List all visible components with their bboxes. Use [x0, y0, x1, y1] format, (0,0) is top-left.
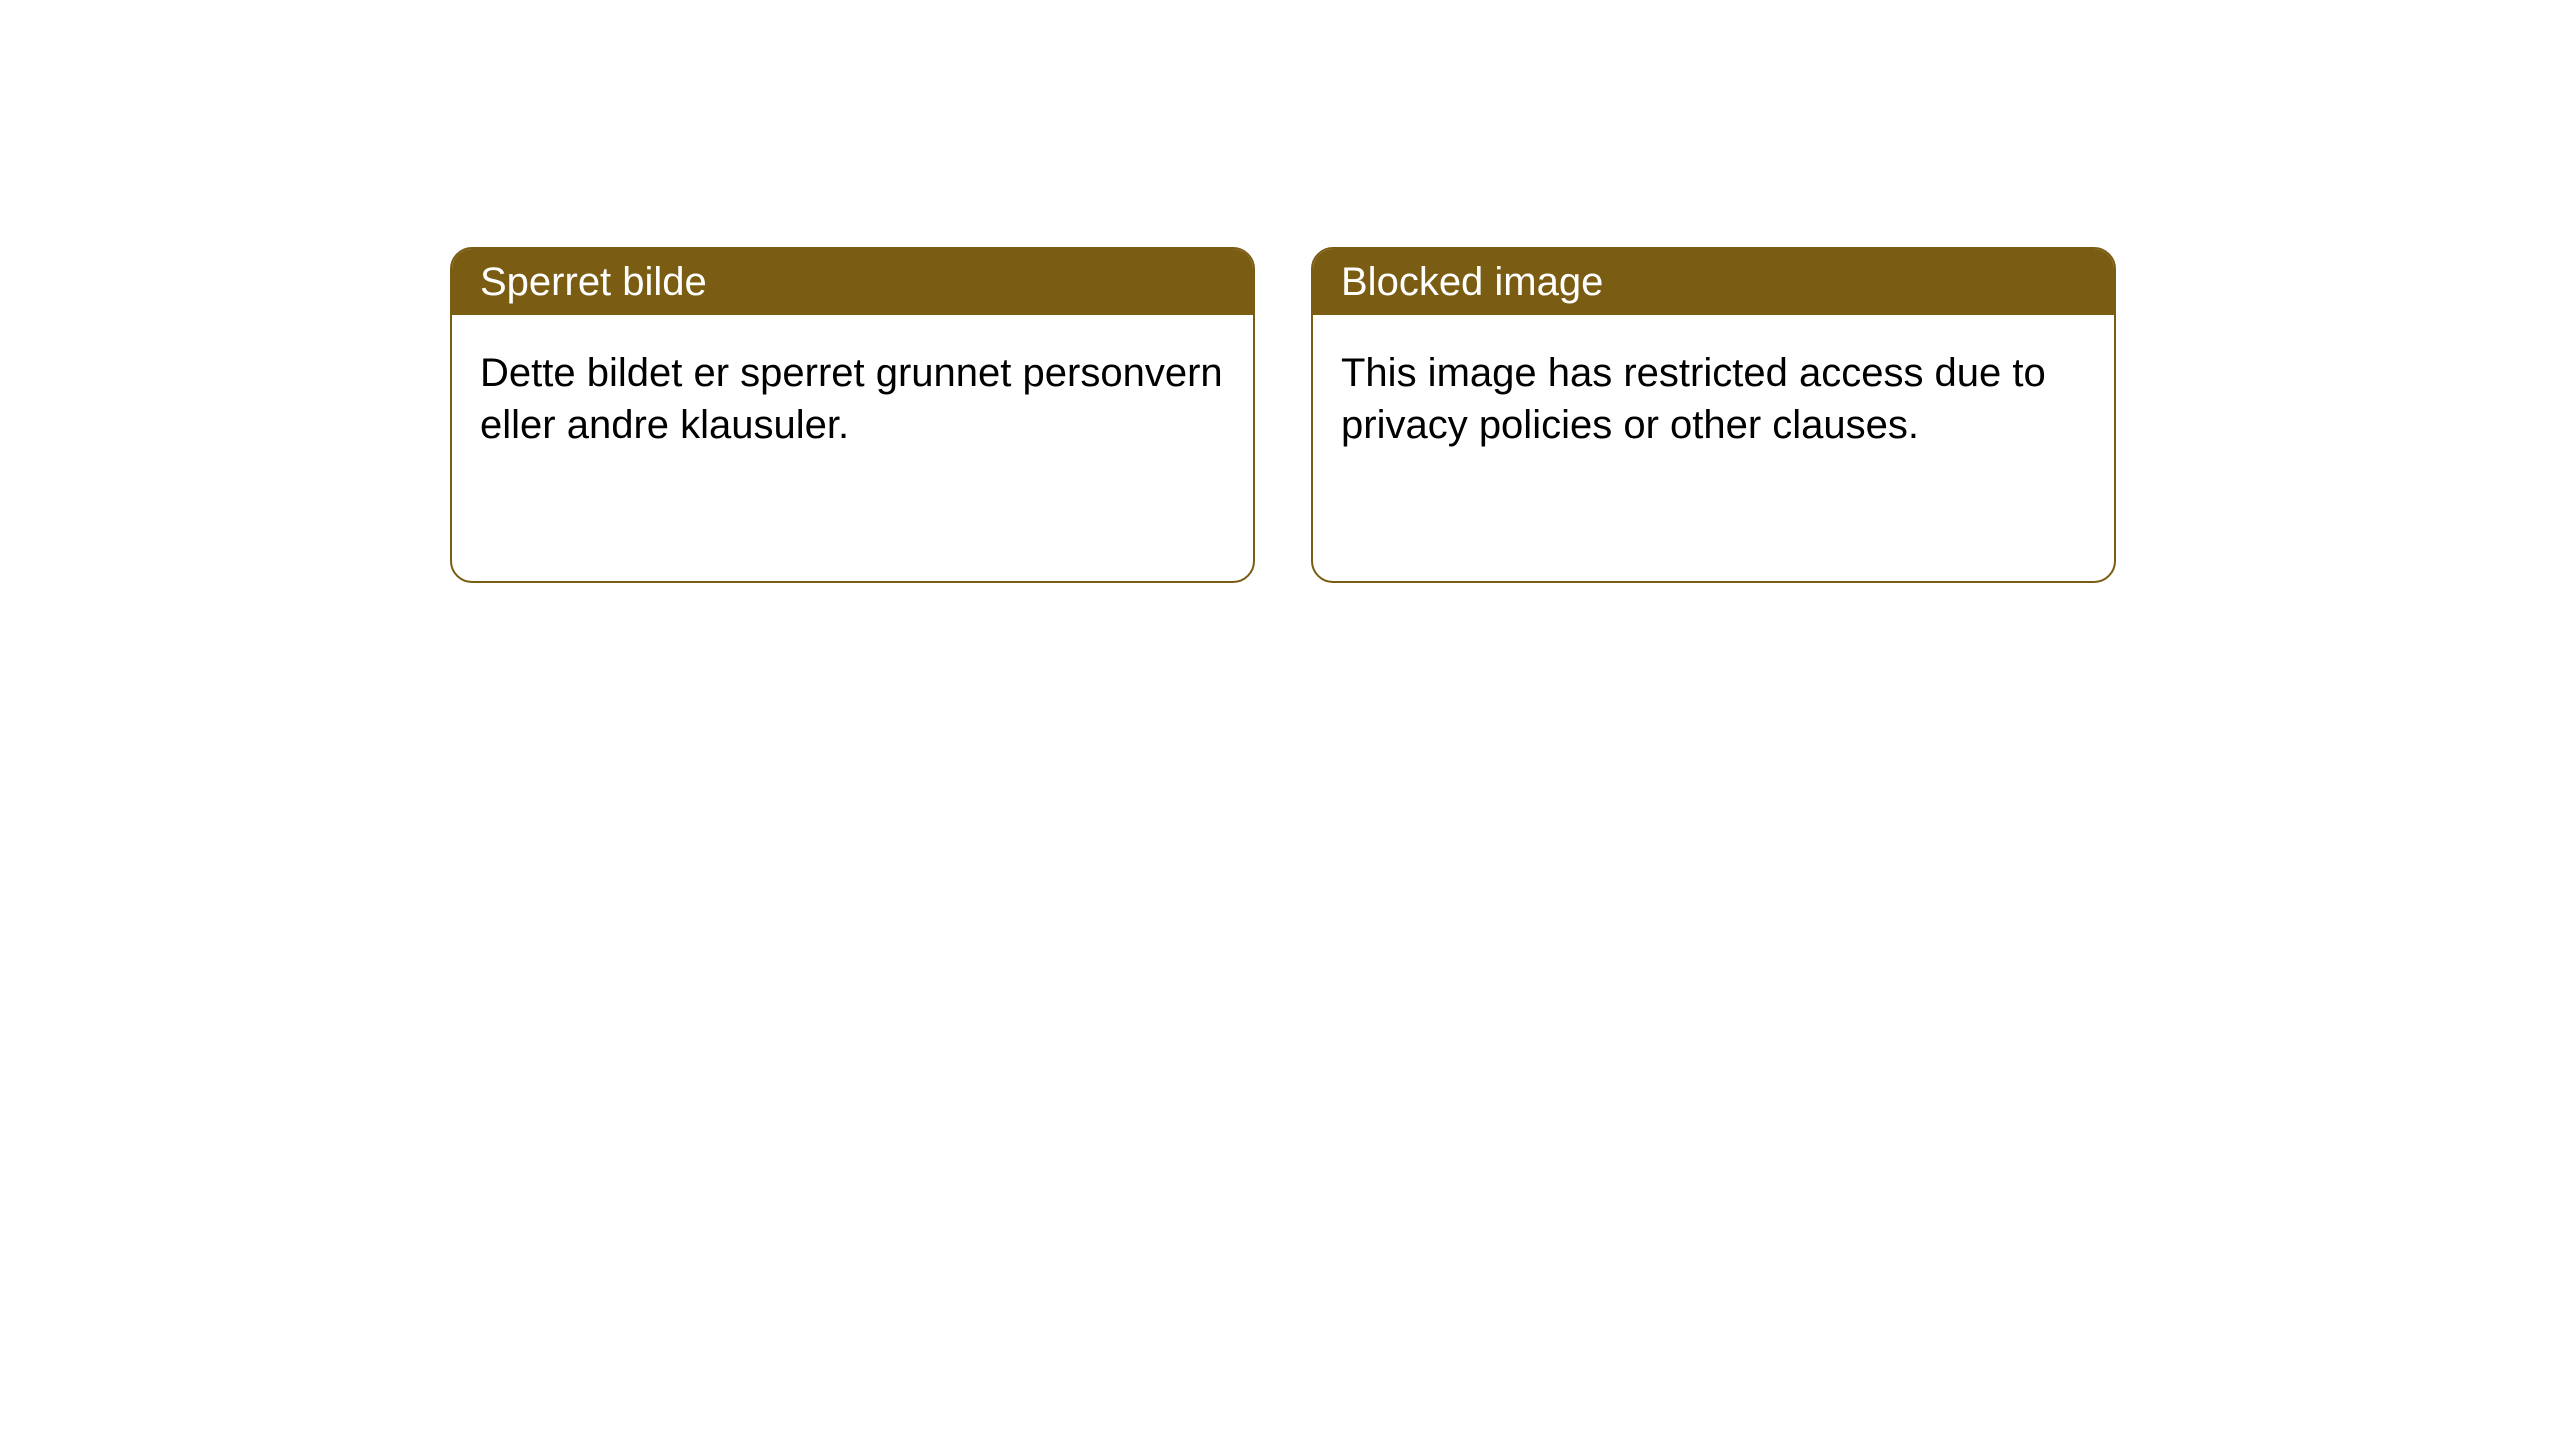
notice-card-english: Blocked image This image has restricted … [1311, 247, 2116, 583]
notice-body: Dette bildet er sperret grunnet personve… [452, 315, 1253, 483]
notice-card-norwegian: Sperret bilde Dette bildet er sperret gr… [450, 247, 1255, 583]
notice-container: Sperret bilde Dette bildet er sperret gr… [0, 0, 2560, 583]
notice-title: Sperret bilde [452, 249, 1253, 315]
notice-title: Blocked image [1313, 249, 2114, 315]
notice-body: This image has restricted access due to … [1313, 315, 2114, 483]
